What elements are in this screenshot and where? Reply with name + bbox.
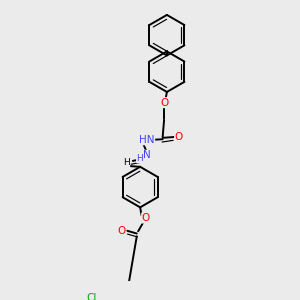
Text: Cl: Cl	[86, 293, 97, 300]
Text: O: O	[118, 226, 126, 236]
Text: O: O	[142, 213, 150, 223]
Text: H: H	[136, 154, 143, 163]
Text: N: N	[143, 150, 151, 160]
Text: O: O	[175, 132, 183, 142]
Text: O: O	[160, 98, 168, 108]
Text: H: H	[123, 158, 130, 167]
Text: HN: HN	[139, 135, 155, 145]
